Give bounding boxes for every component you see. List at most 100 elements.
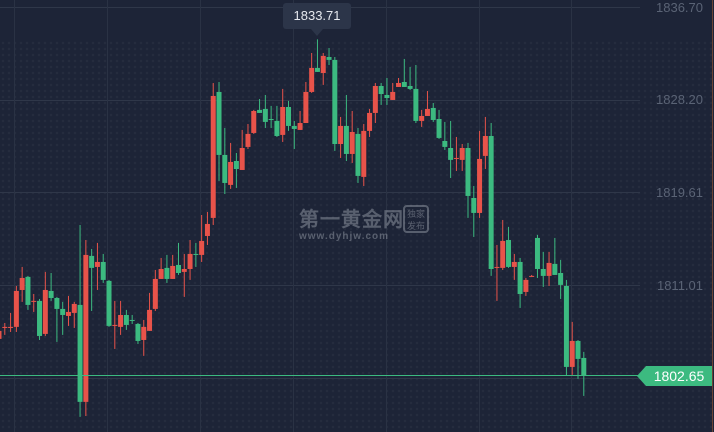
watermark-badge: 独家 发布: [403, 205, 429, 233]
candle-body: [0, 330, 2, 339]
candle: [239, 129, 245, 170]
candle: [8, 312, 14, 332]
candle: [158, 257, 164, 279]
candle: [540, 251, 546, 287]
candle-body: [83, 254, 89, 402]
candle: [257, 98, 263, 113]
y-axis: 1836.70 1828.20 1819.61 1811.01: [656, 0, 703, 293]
candle: [546, 251, 552, 286]
candle: [407, 66, 413, 90]
candle: [129, 314, 135, 324]
y-tick-label: 1811.01: [657, 278, 703, 293]
candle-body: [274, 120, 280, 136]
candle: [141, 319, 147, 356]
candle: [581, 351, 587, 396]
candle-body: [575, 340, 581, 359]
candle: [112, 300, 118, 349]
candle: [222, 127, 228, 194]
candle: [89, 248, 95, 311]
candle-body: [60, 308, 66, 315]
candle-body: [54, 297, 60, 309]
candle-body: [529, 275, 535, 277]
candle: [563, 279, 569, 376]
watermark-badge-line: 独家: [406, 209, 425, 219]
watermark-url: www.dyhjw.com: [299, 231, 390, 242]
candle-body: [13, 290, 19, 327]
candle-body: [419, 115, 425, 121]
candle-body: [77, 304, 83, 402]
candle-body: [477, 158, 483, 213]
candle-body: [332, 59, 338, 144]
candle: [529, 274, 535, 277]
candle: [396, 77, 402, 87]
candle-body: [448, 148, 454, 160]
candle-body: [233, 160, 239, 169]
candle-body: [268, 119, 274, 121]
candle-body: [187, 253, 193, 269]
candle-body: [372, 85, 378, 113]
candle-body: [193, 253, 199, 255]
candle-body: [25, 276, 31, 305]
candle: [372, 82, 378, 124]
candle: [31, 293, 37, 312]
candle-body: [216, 91, 222, 155]
candle: [152, 269, 158, 311]
candle-body: [286, 106, 291, 126]
candle-body: [210, 95, 216, 218]
candle-body: [42, 289, 48, 334]
candle-body: [320, 55, 326, 74]
candle-body: [257, 109, 263, 113]
candle: [83, 239, 89, 416]
candle-body: [37, 300, 43, 336]
candle: [245, 123, 251, 149]
candle-body: [413, 88, 419, 121]
candle: [48, 272, 54, 301]
candle: [175, 242, 181, 275]
candle-body: [343, 125, 349, 154]
candle: [71, 301, 77, 328]
chart-right-border: [712, 0, 713, 432]
candle: [471, 185, 477, 237]
candle: [13, 285, 19, 332]
candle: [106, 279, 112, 327]
y-tick-label: 1828.20: [656, 92, 703, 107]
candle: [37, 298, 43, 340]
candle: [552, 237, 558, 275]
candle: [523, 277, 529, 296]
candle: [506, 226, 512, 268]
candle: [100, 253, 106, 283]
candle-body: [112, 324, 118, 326]
candle: [349, 110, 355, 163]
candle: [401, 58, 407, 87]
candle: [233, 152, 239, 188]
candle-body: [407, 85, 413, 89]
candle: [25, 275, 31, 310]
candle: [216, 81, 222, 181]
candle-body: [147, 309, 153, 331]
candle: [378, 82, 384, 105]
candle-body: [48, 290, 54, 298]
candle: [19, 266, 25, 302]
candle-body: [251, 110, 257, 133]
candle: [534, 234, 540, 278]
candle: [42, 271, 48, 336]
candle: [482, 116, 488, 169]
world-map-dot-background: [0, 40, 714, 432]
candle: [262, 94, 268, 128]
candle-body: [222, 154, 228, 183]
candle-body: [349, 131, 355, 154]
candle-body: [314, 67, 320, 72]
candle-body: [558, 272, 564, 285]
candle-body: [245, 133, 251, 147]
candle-body: [262, 108, 268, 122]
candle: [494, 244, 500, 301]
candle-body: [106, 280, 112, 326]
candle-body: [71, 303, 77, 313]
candle-body: [534, 237, 540, 269]
candle-body: [511, 261, 517, 267]
candle: [384, 77, 390, 105]
candle: [309, 52, 315, 93]
candle-body: [228, 161, 234, 185]
candle: [135, 322, 141, 344]
candle-body: [65, 311, 71, 316]
